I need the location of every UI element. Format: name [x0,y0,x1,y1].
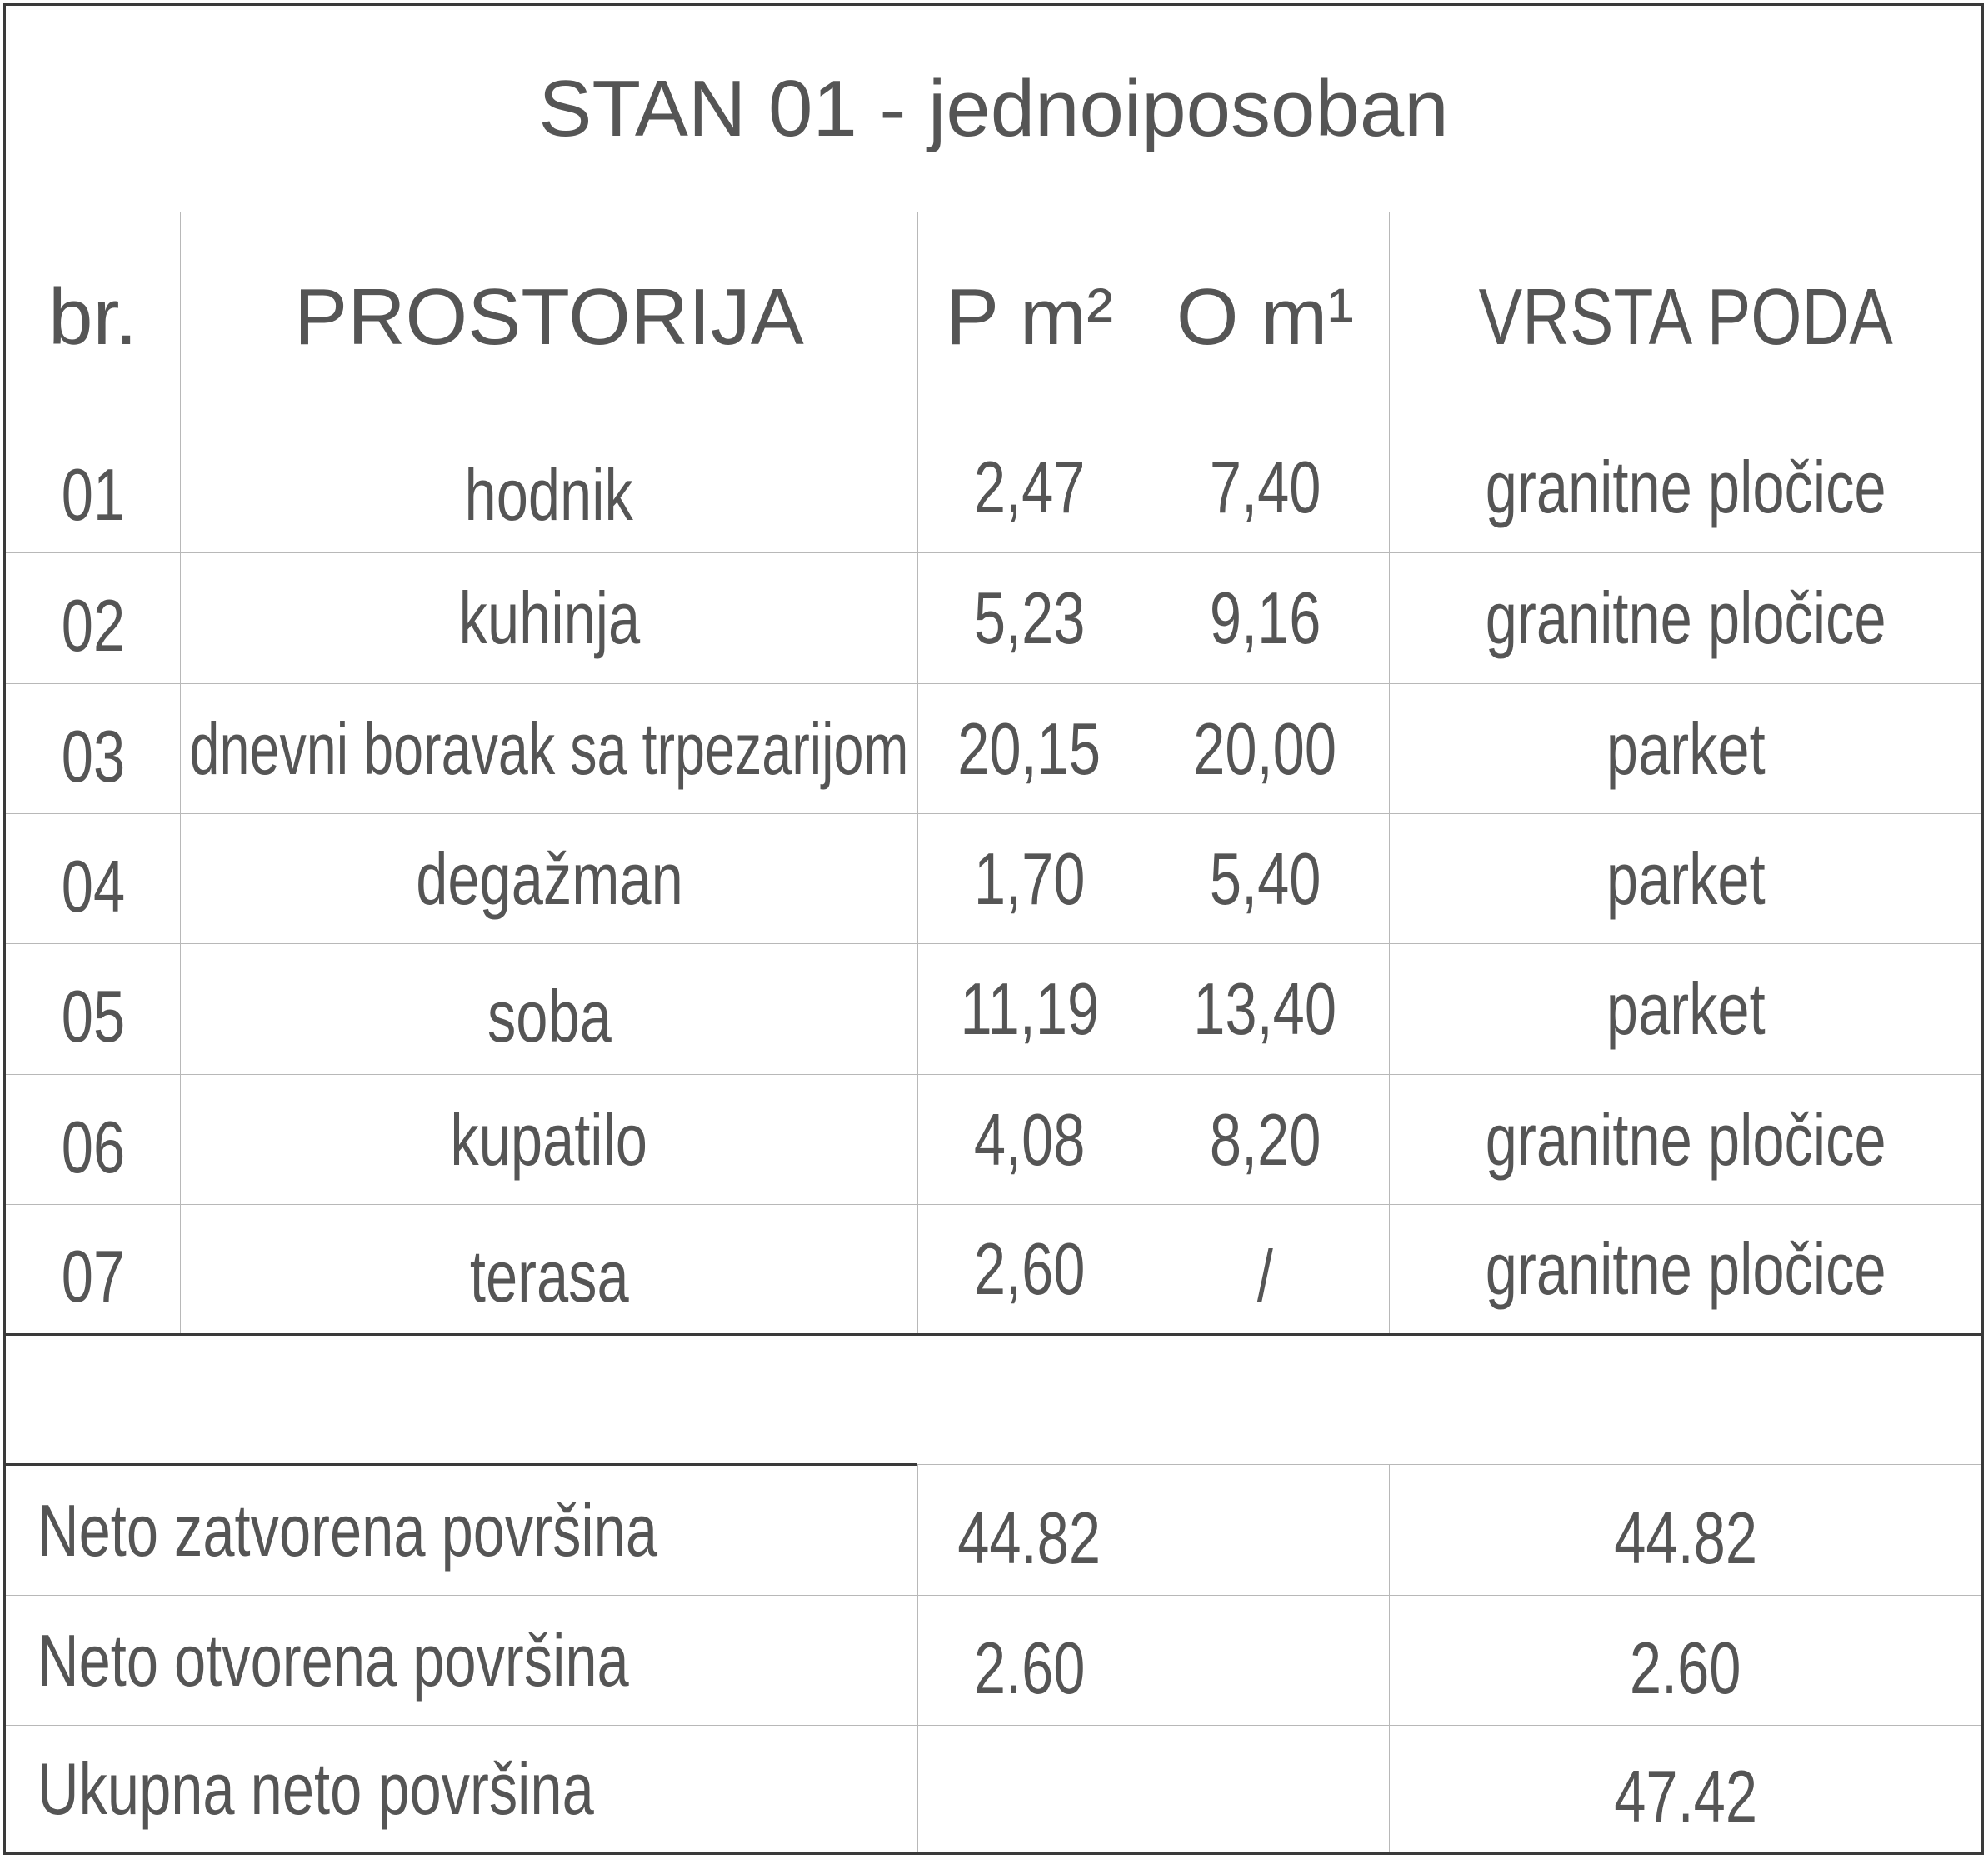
divider [6,552,1981,553]
row-number: 03 [61,714,125,797]
divider [1389,1464,1390,1852]
room-perimeter: 13,40 [1193,967,1337,1050]
row-number: 06 [61,1105,125,1188]
room-area: 2,60 [973,1227,1086,1310]
divider [6,683,1981,684]
room-perimeter: / [1256,1235,1274,1317]
summary-total: 44.82 [1614,1496,1757,1579]
table-frame [3,3,1984,1855]
room-name: dnevni boravak sa trpezarijom [189,707,909,790]
divider [6,1595,1981,1596]
divider [6,1204,1981,1205]
floor-type: granitne pločice [1485,577,1886,659]
divider [6,1333,1981,1336]
room-name: degažman [415,837,683,920]
room-name: kupatilo [450,1097,648,1181]
room-name: soba [487,975,612,1057]
row-number: 07 [61,1235,125,1317]
page-title: STAN 01 - jednoiposoban [6,6,1981,212]
summary-area: 44.82 [957,1496,1101,1579]
header-area-label: P m² [946,272,1113,362]
row-number: 01 [61,453,125,536]
floor-type: parket [1606,707,1766,790]
room-area: 11,19 [960,967,1099,1050]
header-area: P m² [918,212,1141,422]
floor-type: parket [1606,967,1766,1050]
room-name: terasa [469,1235,629,1317]
summary-label: Neto zatvorena površina [37,1488,658,1572]
divider [180,212,181,1333]
room-name: hodnik [464,453,634,536]
header-room: PROSTORIJA [181,212,917,422]
room-perimeter: 7,40 [1209,446,1321,528]
header-perimeter: O m¹ [1141,212,1389,422]
room-perimeter: 20,00 [1193,707,1337,790]
room-perimeter: 8,20 [1209,1097,1321,1181]
row-number: 05 [61,975,125,1057]
summary-total: 47.42 [1614,1755,1757,1837]
room-name: kuhinja [458,577,640,659]
header-room-label: PROSTORIJA [294,272,804,362]
divider [6,1725,1981,1726]
room-area: 2,47 [973,446,1086,528]
floor-type: parket [1606,837,1766,920]
divider [6,1463,917,1466]
room-area: 4,08 [973,1097,1086,1181]
header-perimeter-label: O m¹ [1176,272,1355,362]
header-br: br. [6,212,180,422]
divider [6,1074,1981,1075]
room-area: 1,70 [973,837,1086,920]
summary-label: Neto otvorena površina [37,1618,629,1702]
room-area: 5,23 [973,577,1086,659]
header-floor: VRSTA PODA [1390,212,1981,422]
row-number: 04 [61,844,125,927]
divider [917,1464,1981,1465]
title-text: STAN 01 - jednoiposoban [538,63,1449,153]
summary-label: Ukupna neto površina [37,1747,594,1830]
summary-area: 2.60 [973,1626,1086,1709]
floor-type: granitne pločice [1485,1097,1886,1181]
row-number: 02 [61,584,125,667]
room-perimeter: 5,40 [1209,837,1321,920]
floor-type: granitne pločice [1485,1227,1886,1310]
room-perimeter: 9,16 [1209,577,1321,659]
floor-type: granitne pločice [1485,446,1886,528]
divider [1389,212,1390,1333]
divider [917,212,918,1333]
divider [6,943,1981,944]
header-floor-label: VRSTA PODA [1478,272,1893,362]
divider [917,1464,918,1852]
room-area: 20,15 [957,707,1101,790]
summary-total: 2.60 [1630,1626,1741,1709]
header-br-label: br. [48,272,137,362]
divider [6,813,1981,814]
